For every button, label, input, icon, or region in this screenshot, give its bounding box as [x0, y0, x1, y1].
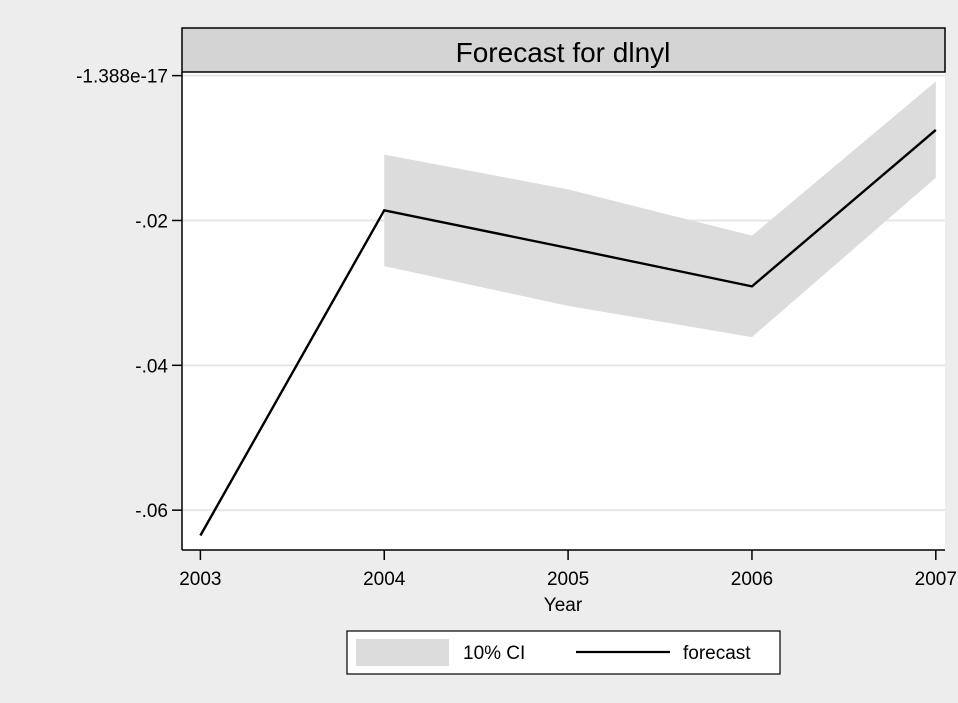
y-tick-label-2: -.04 [135, 356, 168, 377]
forecast-line [199, 129, 937, 537]
legend-swatch-ci [356, 639, 449, 666]
x-tick-label-3: 2006 [731, 569, 773, 590]
title-banner [181, 27, 946, 73]
y-tick-label-3: -.06 [135, 501, 168, 522]
ci-band [384, 81, 936, 338]
y-tick-label-1: -.02 [135, 211, 168, 232]
plot-area [182, 72, 945, 550]
axes: -1.388e-17 -.02 -.04 -.06 2003 2004 2005 2006 20… [76, 67, 957, 590]
x-tick-label-1: 2004 [363, 569, 406, 590]
ci-band-layer [384, 81, 936, 338]
chart-title: Forecast for dlnyl [456, 37, 671, 68]
x-tick-label-4: 2007 [915, 569, 957, 590]
y-tick-label-0: -1.388e-17 [76, 67, 168, 88]
forecast-line-layer [199, 129, 937, 537]
x-axis-label: Year [544, 595, 583, 616]
x-tick-label-0: 2003 [179, 569, 221, 590]
legend-label-forecast: forecast [683, 643, 751, 664]
legend: 10% CI forecast [346, 630, 781, 675]
x-tick-label-2: 2005 [547, 569, 589, 590]
legend-label-ci: 10% CI [463, 643, 525, 664]
